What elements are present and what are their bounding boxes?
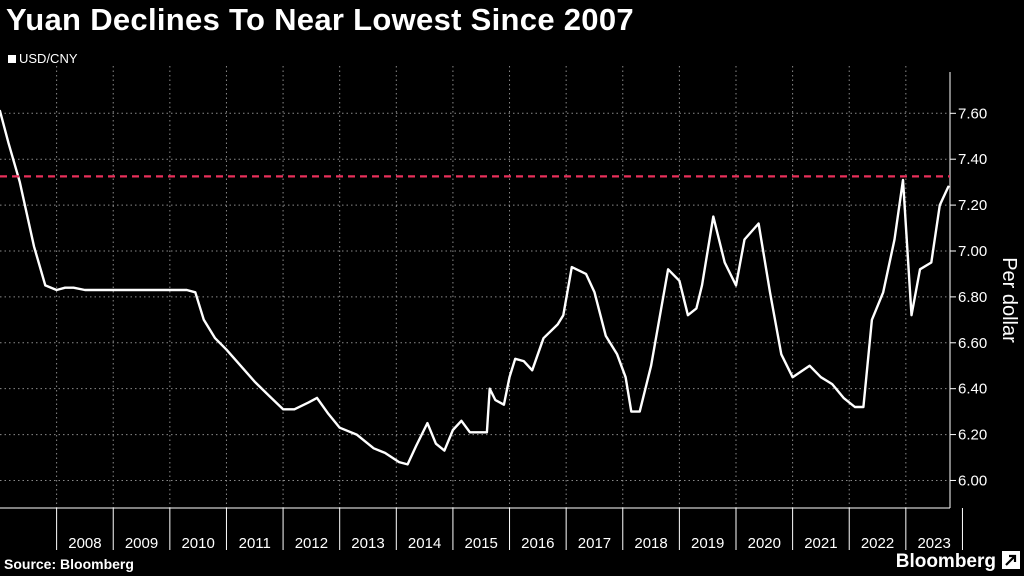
y-tick-label: 6.40	[958, 381, 987, 398]
chart-legend: USD/CNY	[8, 51, 78, 66]
y-tick-label: 7.60	[958, 105, 987, 122]
x-tick-label: 2017	[578, 535, 611, 550]
x-tick-label: 2023	[917, 535, 950, 550]
x-tick-label: 2015	[465, 535, 498, 550]
x-tick-label: 2020	[748, 535, 781, 550]
bloomberg-arrow-icon	[1002, 551, 1020, 569]
x-tick-label: 2009	[125, 535, 158, 550]
line-chart: 2008 2009 2010 2011 2012 2013 2014 2015 2016 2017…	[0, 66, 1020, 550]
x-tick-label: 2016	[521, 535, 554, 550]
chart-title: Yuan Declines To Near Lowest Since 2007	[6, 2, 634, 37]
x-tick-label: 2022	[861, 535, 894, 550]
grid-lines	[0, 66, 950, 508]
y-tick-label: 7.00	[958, 243, 987, 260]
source-note: Source: Bloomberg	[4, 556, 134, 572]
legend-label: USD/CNY	[19, 51, 78, 66]
x-axis: 2008 2009 2010 2011 2012 2013 2014 2015 2016 2017…	[0, 507, 963, 550]
legend-swatch	[8, 54, 16, 63]
y-tick-label: 7.20	[958, 197, 987, 214]
x-tick-label: 2021	[804, 535, 837, 550]
x-tick-label: 2018	[634, 535, 667, 550]
x-tick-label: 2008	[68, 535, 101, 550]
bloomberg-logo: Bloomberg	[895, 551, 996, 572]
y-tick-label: 6.00	[958, 472, 987, 489]
y-tick-label: 6.80	[958, 289, 987, 306]
series-layer	[0, 109, 950, 466]
series-line-usd-cny	[0, 109, 950, 466]
y-tick-label: 7.40	[958, 151, 987, 168]
y-axis-label: Per dollar	[998, 257, 1020, 343]
y-tick-label: 6.60	[958, 335, 987, 352]
x-tick-label: 2013	[351, 535, 384, 550]
x-tick-label: 2012	[295, 535, 328, 550]
x-tick-label: 2014	[408, 535, 441, 550]
x-tick-label: 2011	[239, 535, 271, 550]
y-axis: 7.60 7.40 7.20 7.00 6.80 6.60 6.40 6.20 6.00	[949, 72, 987, 508]
x-tick-label: 2019	[691, 535, 724, 550]
y-tick-label: 6.20	[958, 427, 987, 444]
x-tick-label: 2010	[181, 535, 214, 550]
